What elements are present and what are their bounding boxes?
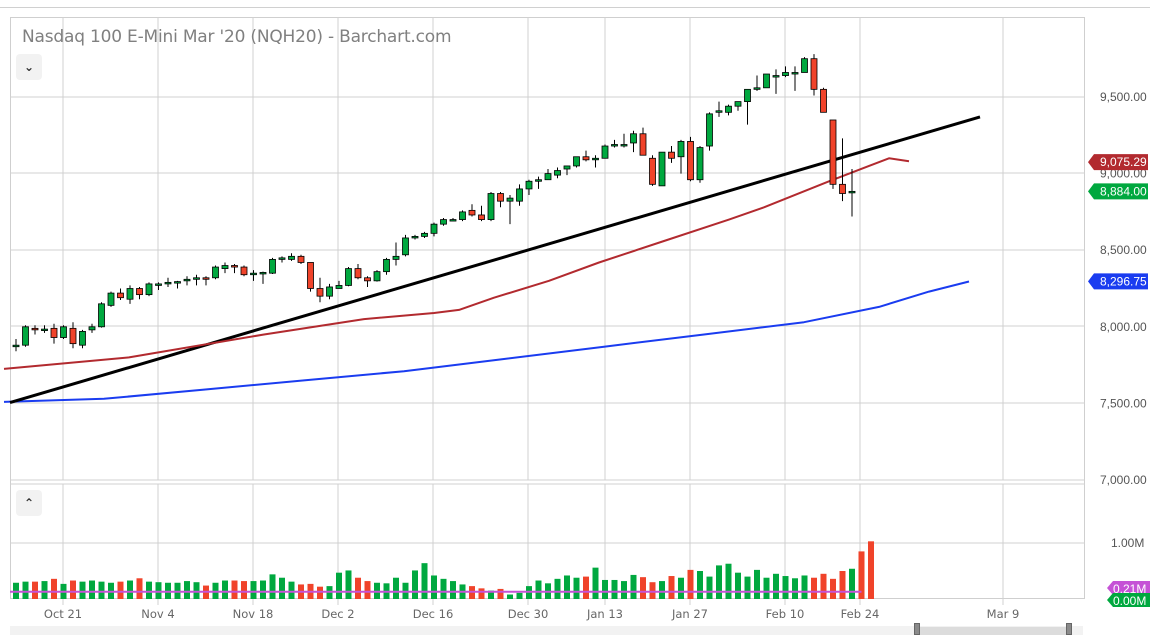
scroll-handle-right[interactable] [1066,623,1072,635]
chevron-down-icon: ⌄ [23,60,35,74]
svg-text:9,075.29: 9,075.29 [1100,155,1147,169]
time-scrollbar-thumb[interactable] [916,627,1072,635]
trendline[interactable] [9,115,981,405]
collapse-volume-button[interactable]: ⌃ [16,490,42,516]
top-divider [0,7,1150,8]
volume-bars [13,541,874,599]
collapse-price-button[interactable]: ⌄ [16,54,42,80]
candlesticks [12,54,856,352]
svg-text:Mar 9: Mar 9 [987,607,1020,621]
svg-text:Dec 16: Dec 16 [413,607,454,621]
svg-text:Feb 24: Feb 24 [841,607,880,621]
price-axis: 9,500.00 9,000.00 8,500.00 8,000.00 7,500.00… [1088,90,1148,487]
svg-text:0.21M: 0.21M [1113,582,1146,596]
ma-200-line [3,280,970,403]
chart-title: Nasdaq 100 E-Mini Mar '20 (NQH20) - Barc… [22,27,452,47]
time-scrollbar[interactable] [10,626,1083,635]
svg-text:8,884.00: 8,884.00 [1100,184,1147,198]
svg-text:8,500.00: 8,500.00 [1100,243,1147,257]
svg-text:8,296.75: 8,296.75 [1100,274,1147,288]
svg-text:Dec 2: Dec 2 [321,607,354,621]
time-axis: Oct 21 Nov 4 Nov 18 Dec 2 Dec 16 Dec 30 Jan 13… [44,607,1019,621]
svg-text:Jan 13: Jan 13 [586,607,623,621]
svg-text:Jan 27: Jan 27 [671,607,708,621]
scroll-handle-left[interactable] [914,623,920,635]
svg-text:8,000.00: 8,000.00 [1100,320,1147,334]
svg-text:9,000.00: 9,000.00 [1100,167,1147,181]
svg-text:Dec 30: Dec 30 [508,607,549,621]
svg-text:7,500.00: 7,500.00 [1100,396,1147,410]
svg-text:Nov 4: Nov 4 [141,607,174,621]
svg-text:9,500.00: 9,500.00 [1100,90,1147,104]
svg-text:1.00M: 1.00M [1111,536,1144,550]
grid-lines [10,17,1085,605]
chevron-up-icon: ⌃ [23,496,35,510]
svg-text:7,000.00: 7,000.00 [1100,473,1147,487]
ma-50-line [3,157,910,370]
svg-text:Nov 18: Nov 18 [233,607,274,621]
svg-text:Feb 10: Feb 10 [766,607,805,621]
svg-text:0.00M: 0.00M [1113,594,1146,608]
svg-text:Oct 21: Oct 21 [44,607,82,621]
